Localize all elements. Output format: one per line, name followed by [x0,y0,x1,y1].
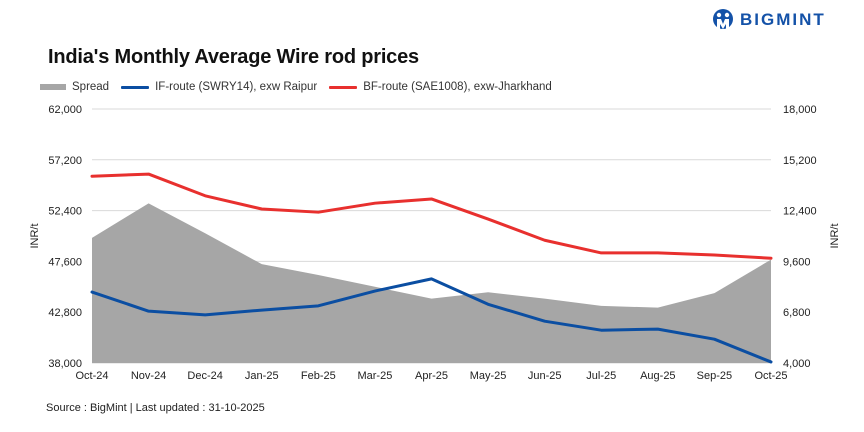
x-tick-label: Aug-25 [640,370,675,382]
y-axis-right-label: INR/t [829,223,841,248]
x-tick-label: Jan-25 [245,370,279,382]
legend-label-spread: Spread [72,81,110,93]
y-right-tick-label: 12,400 [783,206,817,218]
x-tick-label: Dec-24 [187,370,222,382]
chart-legend: Spread IF-route (SWRY14), exw Raipur BF-… [40,81,564,93]
x-tick-label: Nov-24 [131,370,166,382]
y-right-tick-label: 4,000 [783,358,811,370]
series-lines-layer [90,172,773,364]
legend-swatch-spread [40,84,66,90]
y-axis-left: 62,000 57,200 52,400 47,600 42,800 38,000 [48,104,82,370]
bigmint-logo-icon [713,9,733,30]
x-tick-label: May-25 [470,370,507,382]
legend-item-if-route: IF-route (SWRY14), exw Raipur [121,81,317,93]
legend-label-if-route: IF-route (SWRY14), exw Raipur [155,81,318,93]
x-tick-label: Jul-25 [586,370,616,382]
y-left-tick-label: 42,800 [48,307,82,319]
legend-item-bf-route: BF-route (SAE1008), exw-Jharkhand [329,81,552,93]
legend-item-spread: Spread [40,81,109,93]
y-left-tick-label: 57,200 [48,155,82,167]
x-tick-label: Oct-24 [75,370,108,382]
y-left-tick-label: 62,000 [48,104,82,116]
y-right-tick-label: 15,200 [783,155,817,167]
y-right-tick-label: 6,800 [783,307,811,319]
legend-swatch-bf-route [329,85,358,89]
brand-name: BIGMINT [740,10,826,29]
spread-area [92,203,771,363]
y-left-tick-label: 52,400 [48,206,82,218]
x-tick-label: Sep-25 [697,370,732,382]
legend-label-bf-route: BF-route (SAE1008), exw-Jharkhand [363,81,552,93]
x-tick-label: Feb-25 [301,370,336,382]
y-right-tick-label: 9,600 [783,256,811,268]
x-axis: Oct-24 Nov-24 Dec-24 Jan-25 Feb-25 Mar-25 Apr-… [75,370,787,382]
bf-route-line [90,172,773,260]
spread-area-layer [92,203,771,363]
bigmint-logo: BIGMINT [712,8,826,32]
y-axis-right: 18,000 15,200 12,400 9,600 6,800 4,000 [783,104,817,370]
x-tick-label: Apr-25 [415,370,448,382]
legend-swatch-if-route [121,85,150,89]
x-tick-label: Oct-25 [754,370,787,382]
y-axis-left-label: INR/t [29,223,41,248]
if-route-line [90,277,773,364]
x-tick-label: Mar-25 [357,370,392,382]
x-tick-label: Jun-25 [528,370,562,382]
y-left-tick-label: 47,600 [48,256,82,268]
source-note: Source : BigMint | Last updated : 31-10-… [46,402,265,414]
y-right-tick-label: 18,000 [783,104,817,116]
chart-title: India's Monthly Average Wire rod prices [48,46,419,68]
y-left-tick-label: 38,000 [48,358,82,370]
